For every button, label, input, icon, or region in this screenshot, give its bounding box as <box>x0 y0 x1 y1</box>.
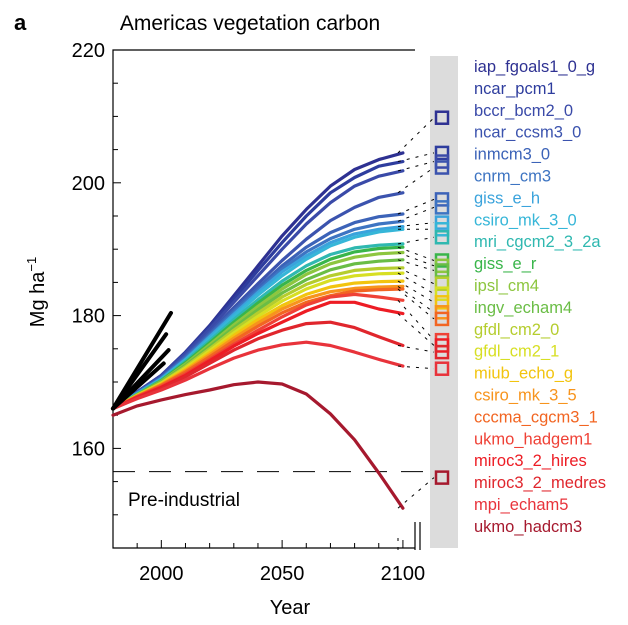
end-connector <box>397 299 435 341</box>
pre-industrial-label: Pre-industrial <box>128 490 240 511</box>
end-marker <box>434 263 450 278</box>
end-connector <box>397 246 435 261</box>
y-axis-label-exponent: −1 <box>24 257 39 272</box>
y-tick-label: 220 <box>72 40 105 62</box>
legend-entry: miroc3_2_hires <box>474 452 587 470</box>
legend-entry: ukmo_hadgem1 <box>474 430 592 448</box>
y-axis-label-text: Mg ha <box>27 271 49 327</box>
end-connector <box>397 344 435 353</box>
series-line <box>111 380 405 510</box>
end-connector <box>397 206 435 222</box>
end-connector <box>397 280 435 303</box>
end-connector <box>397 152 435 163</box>
end-connectors <box>397 117 435 552</box>
panel-label: a <box>14 10 27 35</box>
legend-entry: csiro_mk_3_0 <box>474 211 577 229</box>
end-connector <box>397 267 435 285</box>
x-axis-label: Year <box>270 597 311 619</box>
end-marker <box>434 361 450 376</box>
legend-entry: ncar_pcm1 <box>474 80 556 98</box>
y-axis-label: Mg ha−1 <box>24 257 49 327</box>
end-connector <box>397 222 435 228</box>
end-marker <box>434 222 450 237</box>
end-marker <box>434 110 450 125</box>
end-marker <box>434 311 450 327</box>
axis-frame <box>112 49 415 549</box>
observed-line <box>111 332 169 411</box>
end-marker <box>434 295 450 310</box>
legend-entry: ncar_ccsm3_0 <box>474 124 581 142</box>
end-marker <box>434 470 450 485</box>
end-connector <box>397 272 435 295</box>
end-connector <box>397 198 435 215</box>
y-tick-label: 160 <box>72 438 105 460</box>
end-marker <box>434 200 450 215</box>
x-tick-label: 2000 <box>139 563 184 585</box>
chart-title: Americas vegetation carbon <box>120 12 380 35</box>
end-connector <box>397 236 435 245</box>
observed-line <box>111 361 166 411</box>
end-connector <box>397 477 435 509</box>
end-connector <box>397 313 435 346</box>
end-marker <box>434 160 450 175</box>
end-marker <box>434 344 450 360</box>
legend-entry: csiro_mk_3_5 <box>474 387 577 405</box>
end-marker <box>434 276 450 291</box>
y-tick-label: 200 <box>72 173 105 195</box>
legend-entry: giss_e_r <box>474 255 537 273</box>
end-markers <box>434 110 450 485</box>
legend-entry: bccr_bcm2_0 <box>474 102 573 120</box>
legend-entry: mri_cgcm2_3_2a <box>474 233 601 251</box>
axes: 160 180 200 220 2000 2050 2100 <box>72 40 426 585</box>
series-lines <box>111 151 405 510</box>
end-connector <box>397 252 435 267</box>
end-connector <box>397 365 435 370</box>
end-connector <box>397 161 435 172</box>
legend-entry: cccma_cgcm3_1 <box>474 408 598 426</box>
end-marker <box>434 145 450 161</box>
legend-entry: cnrm_cm3 <box>474 168 551 186</box>
end-connector <box>397 259 435 271</box>
x-tick-label: 2050 <box>260 563 305 585</box>
legend-entry: ingv_echam4 <box>474 299 572 317</box>
y-tick-label: 180 <box>72 306 105 328</box>
legend: iap_fgoals1_0_g ncar_pcm1 bccr_bcm2_0 ncar_… <box>474 58 606 536</box>
legend-entry: inmcm3_0 <box>474 146 550 164</box>
legend-entry: ukmo_hadcm3 <box>474 518 582 536</box>
legend-entry: giss_e_h <box>474 189 540 207</box>
x-tick-label: 2100 <box>381 563 426 585</box>
end-marker <box>434 229 450 245</box>
series-line <box>111 340 405 411</box>
end-marker <box>434 286 450 301</box>
legend-entry: gfdl_cm2_1 <box>474 343 559 361</box>
observed-lines <box>111 310 173 411</box>
legend-entry: miroc3_2_medres <box>474 474 606 492</box>
end-connector <box>397 288 435 320</box>
end-marker <box>434 192 450 207</box>
end-connector <box>397 285 435 313</box>
legend-entry: mpi_echam5 <box>474 496 568 514</box>
end-connector <box>397 117 435 154</box>
legend-entry: ipsl_cm4 <box>474 277 539 295</box>
legend-background-bar <box>430 56 458 548</box>
end-connector <box>397 167 435 194</box>
legend-entry: miub_echo_g <box>474 365 573 383</box>
legend-entry: iap_fgoals1_0_g <box>474 58 595 76</box>
legend-entry: gfdl_cm2_0 <box>474 321 559 339</box>
